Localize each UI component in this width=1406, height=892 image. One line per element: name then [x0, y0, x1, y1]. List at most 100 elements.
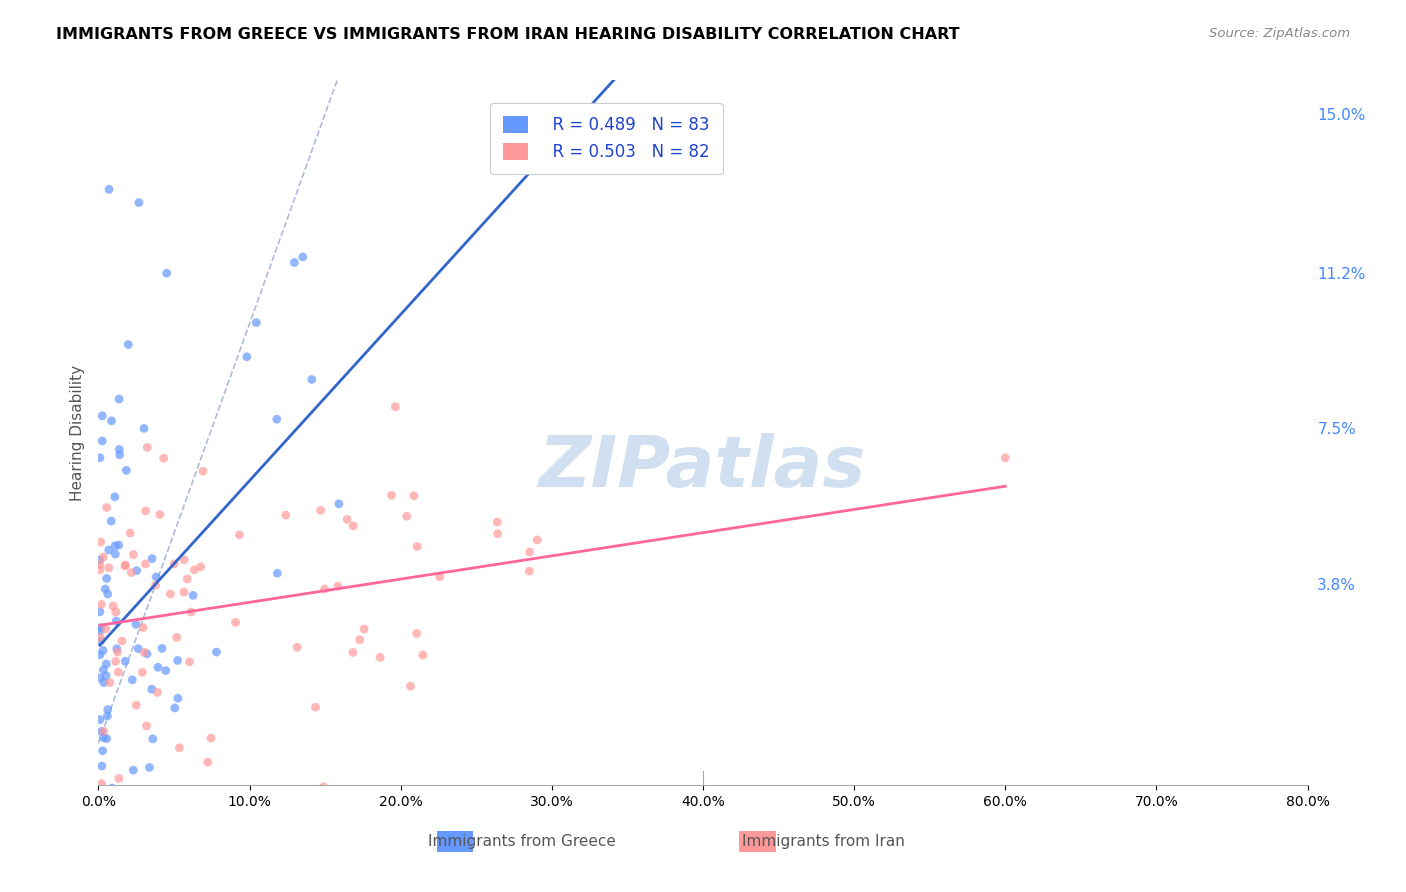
Greece: [266, 566, 288, 581]
Iran: [120, 526, 142, 541]
Iran: [90, 776, 112, 790]
Iran: [141, 783, 163, 797]
Greece: [100, 514, 122, 528]
Greece: [166, 691, 188, 706]
Greece: [145, 570, 167, 584]
Greece: [122, 763, 145, 777]
Iran: [89, 563, 111, 577]
Iran: [101, 599, 124, 613]
Iran: [353, 622, 375, 636]
Greece: [328, 497, 350, 511]
Iran: [384, 400, 406, 414]
Iran: [90, 598, 112, 612]
Greece: [96, 795, 118, 809]
Greece: [142, 731, 165, 746]
Iran: [342, 645, 364, 659]
Greece: [91, 409, 114, 423]
Iran: [176, 572, 198, 586]
Greece: [103, 820, 125, 834]
Iran: [342, 519, 364, 533]
Iran: [486, 526, 509, 541]
Greece: [97, 543, 120, 558]
Greece: [90, 621, 112, 635]
Greece: [91, 804, 114, 818]
Greece: [96, 669, 118, 683]
Iran: [395, 509, 418, 524]
Greece: [156, 266, 179, 280]
Greece: [104, 547, 127, 561]
Greece: [291, 250, 314, 264]
FancyBboxPatch shape: [740, 830, 776, 852]
Greece: [93, 731, 115, 745]
Greece: [136, 647, 159, 661]
Greece: [138, 760, 160, 774]
Iran: [412, 648, 434, 662]
Greece: [89, 450, 111, 465]
Iran: [309, 503, 332, 517]
Iran: [312, 780, 335, 794]
Greece: [96, 709, 118, 723]
Iran: [179, 655, 201, 669]
Iran: [159, 587, 181, 601]
Greece: [114, 654, 136, 668]
Greece: [283, 255, 305, 269]
Iran: [146, 685, 169, 699]
Greece: [96, 571, 118, 585]
Greece: [96, 731, 118, 746]
Iran: [89, 631, 111, 645]
Greece: [115, 463, 138, 477]
Greece: [163, 701, 186, 715]
Iran: [152, 451, 174, 466]
Iran: [526, 533, 548, 547]
Greece: [104, 490, 127, 504]
Iran: [135, 719, 157, 733]
Iran: [200, 731, 222, 745]
Iran: [285, 640, 308, 655]
Greece: [107, 538, 129, 552]
Greece: [117, 337, 139, 351]
Greece: [301, 372, 323, 386]
Iran: [122, 548, 145, 562]
Greece: [90, 724, 112, 739]
Greece: [181, 589, 204, 603]
Iran: [114, 558, 136, 572]
Greece: [146, 660, 169, 674]
Iran: [93, 550, 115, 565]
Iran: [399, 679, 422, 693]
Greece: [93, 675, 115, 690]
Text: Immigrants from Iran: Immigrants from Iran: [742, 834, 905, 849]
Greece: [150, 641, 173, 656]
Iran: [93, 724, 115, 739]
FancyBboxPatch shape: [437, 830, 474, 852]
Greece: [266, 412, 288, 426]
Greece: [108, 820, 131, 834]
Iran: [336, 512, 359, 526]
Text: Immigrants from Greece: Immigrants from Greece: [427, 834, 616, 849]
Greece: [155, 664, 177, 678]
Iran: [107, 665, 129, 680]
Iran: [89, 558, 111, 572]
Iran: [120, 566, 142, 580]
Iran: [519, 545, 541, 559]
Greece: [108, 783, 131, 797]
Iran: [190, 559, 212, 574]
Iran: [197, 755, 219, 769]
Iran: [191, 464, 214, 478]
Text: IMMIGRANTS FROM GREECE VS IMMIGRANTS FROM IRAN HEARING DISABILITY CORRELATION CH: IMMIGRANTS FROM GREECE VS IMMIGRANTS FRO…: [56, 27, 960, 42]
Greece: [128, 195, 150, 210]
Iran: [326, 579, 349, 593]
Greece: [236, 350, 259, 364]
Iran: [163, 557, 186, 571]
Iran: [131, 665, 153, 680]
Iran: [104, 605, 127, 619]
Greece: [108, 392, 131, 406]
Greece: [105, 614, 128, 628]
Iran: [405, 626, 427, 640]
Greece: [121, 673, 143, 687]
Greece: [108, 442, 131, 457]
Greece: [91, 643, 114, 657]
Iran: [169, 740, 191, 755]
Iran: [135, 504, 157, 518]
Greece: [89, 605, 111, 619]
Legend:   R = 0.489   N = 83,   R = 0.503   N = 82: R = 0.489 N = 83, R = 0.503 N = 82: [489, 103, 723, 174]
